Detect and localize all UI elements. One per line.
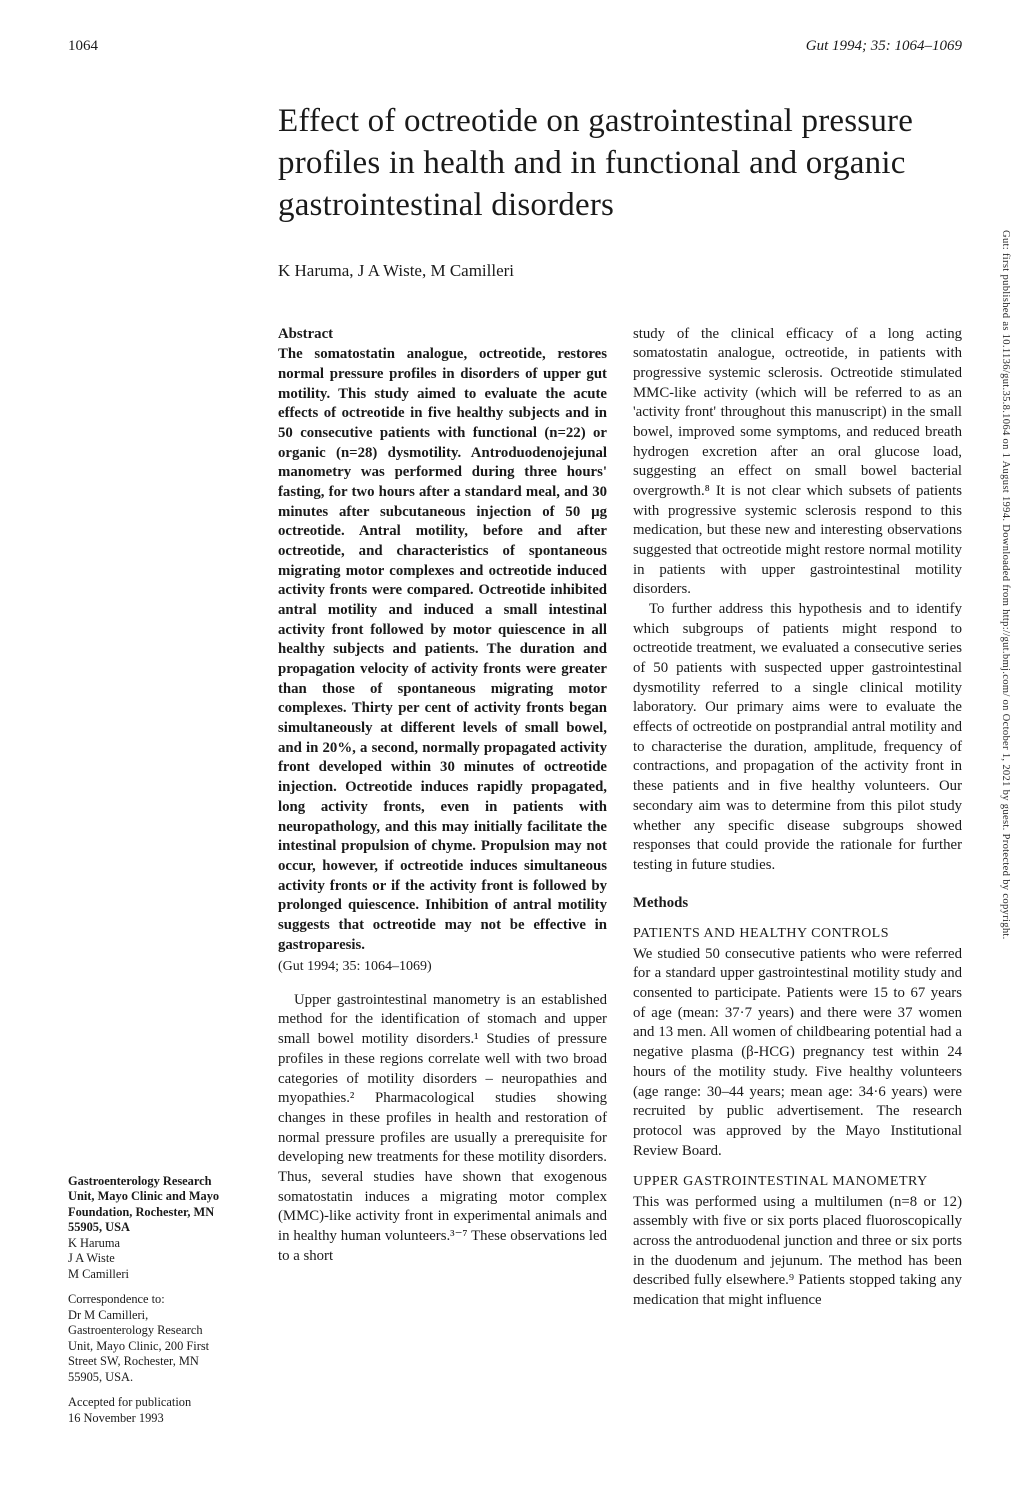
accepted-block: Accepted for publication 16 November 199… xyxy=(68,1395,228,1426)
copyright-sidebar: Gut: first published as 10.1136/gut.35.8… xyxy=(997,230,1011,1330)
article-title: Effect of octreotide on gastrointestinal… xyxy=(278,100,962,227)
abstract-body: The somatostatin analogue, octreotide, r… xyxy=(278,345,607,955)
correspondence-label: Correspondence to: xyxy=(68,1292,165,1306)
manometry-subheading: UPPER GASTROINTESTINAL MANOMETRY xyxy=(633,1173,962,1192)
intro-para-continued: study of the clinical efficacy of a long… xyxy=(633,325,962,600)
two-column-body: Abstract The somatostatin analogue, octr… xyxy=(278,325,962,1311)
affiliation-main: Gastroenterology Research Unit, Mayo Cli… xyxy=(68,1174,228,1283)
column-left: Abstract The somatostatin analogue, octr… xyxy=(278,325,607,1311)
correspondence-body: Dr M Camilleri, Gastroenterology Researc… xyxy=(68,1308,209,1384)
patients-body: We studied 50 consecutive patients who w… xyxy=(633,945,962,1161)
authors-line: K Haruma, J A Wiste, M Camilleri xyxy=(278,261,962,281)
affiliation-block: Gastroenterology Research Unit, Mayo Cli… xyxy=(68,1174,228,1437)
patients-subheading: PATIENTS AND HEALTHY CONTROLS xyxy=(633,925,962,944)
methods-heading: Methods xyxy=(633,894,962,914)
abstract-heading: Abstract xyxy=(278,325,607,345)
page-number: 1064 xyxy=(68,38,98,55)
column-right: study of the clinical efficacy of a long… xyxy=(633,325,962,1311)
affiliation-names: K Haruma J A Wiste M Camilleri xyxy=(68,1236,129,1281)
affiliation-institution: Gastroenterology Research Unit, Mayo Cli… xyxy=(68,1174,219,1235)
running-head: Gut 1994; 35: 1064–1069 xyxy=(806,38,962,55)
manometry-body: This was performed using a multilumen (n… xyxy=(633,1193,962,1311)
intro-para-1: Upper gastrointestinal manometry is an e… xyxy=(278,991,607,1266)
correspondence-block: Correspondence to: Dr M Camilleri, Gastr… xyxy=(68,1292,228,1385)
abstract-citation: (Gut 1994; 35: 1064–1069) xyxy=(278,958,607,977)
page-root: 1064 Gut 1994; 35: 1064–1069 Effect of o… xyxy=(0,0,1020,1488)
intro-para-2: To further address this hypothesis and t… xyxy=(633,600,962,875)
